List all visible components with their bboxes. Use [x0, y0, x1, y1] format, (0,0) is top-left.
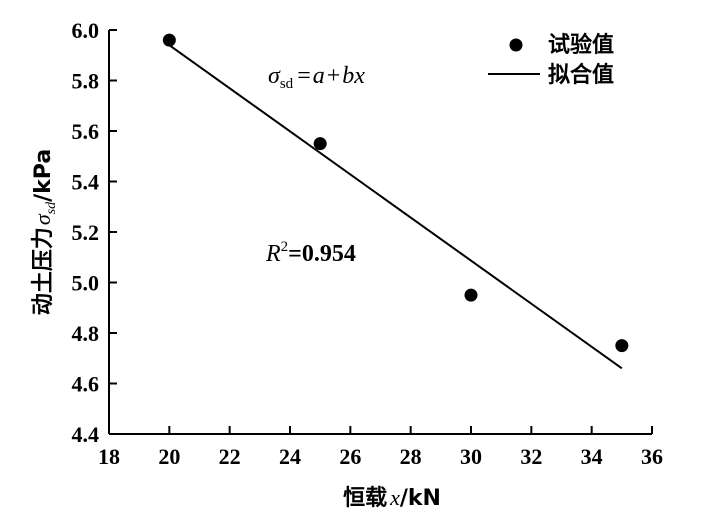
- y-tick-label: 4.6: [72, 372, 100, 397]
- equation-a: a: [313, 63, 325, 89]
- r2-r: R: [265, 241, 281, 267]
- y-tick-label: 4.4: [72, 422, 100, 447]
- x-axis-ticks: 18 20 22 24 26 28 30 32 34 36: [98, 426, 663, 469]
- data-point: [464, 288, 478, 302]
- equation-annotation: σsd =a+bx: [268, 63, 365, 92]
- y-tick-label: 6.0: [72, 18, 100, 43]
- y-tick-label: 5.2: [72, 220, 100, 245]
- y-tick-label: 5.8: [72, 69, 100, 94]
- axes: [108, 30, 652, 435]
- r2-annotation: R2=0.954: [265, 239, 356, 267]
- equation-bx: bx: [342, 63, 365, 89]
- y-axis-label: 动土压力 σsd/kPa: [30, 149, 59, 315]
- x-axis-label: 恒载 x/kN: [343, 485, 441, 511]
- equation-subscript: sd: [280, 76, 294, 92]
- x-axis-label-unit: /kN: [400, 486, 441, 511]
- legend-label-points: 试验值: [548, 32, 614, 58]
- x-axis-label-prefix: 恒载: [343, 485, 387, 511]
- x-tick-label: 22: [219, 444, 241, 469]
- y-axis-label-sub: sd: [44, 201, 59, 214]
- r2-value: =0.954: [288, 241, 356, 267]
- x-tick-label: 18: [98, 444, 120, 469]
- y-tick-label: 5.0: [72, 271, 100, 296]
- x-axis-label-var: x: [389, 485, 400, 510]
- x-tick-label: 36: [641, 444, 663, 469]
- y-axis-label-var: σ: [30, 213, 55, 225]
- r2-superscript: 2: [281, 239, 289, 255]
- equation-equals: =: [297, 63, 311, 89]
- legend-marker-points: [509, 38, 523, 52]
- y-tick-label: 4.8: [72, 321, 100, 346]
- x-tick-label: 20: [158, 444, 180, 469]
- x-tick-label: 32: [520, 444, 542, 469]
- x-tick-label: 30: [460, 444, 482, 469]
- x-tick-label: 28: [400, 444, 422, 469]
- legend-label-line: 拟合值: [548, 62, 614, 88]
- x-tick-label: 34: [581, 444, 603, 469]
- y-axis-ticks: 4.4 4.6 4.8 5.0 5.2 5.4 5.6 5.8 6.0: [72, 18, 117, 447]
- data-point: [162, 33, 176, 47]
- equation-plus: +: [327, 63, 341, 89]
- y-tick-label: 5.6: [72, 119, 100, 144]
- y-axis-label-unit: /kPa: [31, 149, 56, 202]
- equation-sigma: σ: [268, 63, 281, 89]
- y-axis-label-prefix: 动土压力: [31, 227, 56, 315]
- y-tick-label: 5.4: [72, 170, 100, 195]
- data-point: [615, 339, 629, 353]
- fit-line: [168, 44, 623, 370]
- data-point: [313, 137, 327, 151]
- x-tick-label: 26: [339, 444, 361, 469]
- x-tick-label: 24: [279, 444, 301, 469]
- legend: 试验值 拟合值: [488, 32, 614, 88]
- data-marks: [162, 33, 629, 370]
